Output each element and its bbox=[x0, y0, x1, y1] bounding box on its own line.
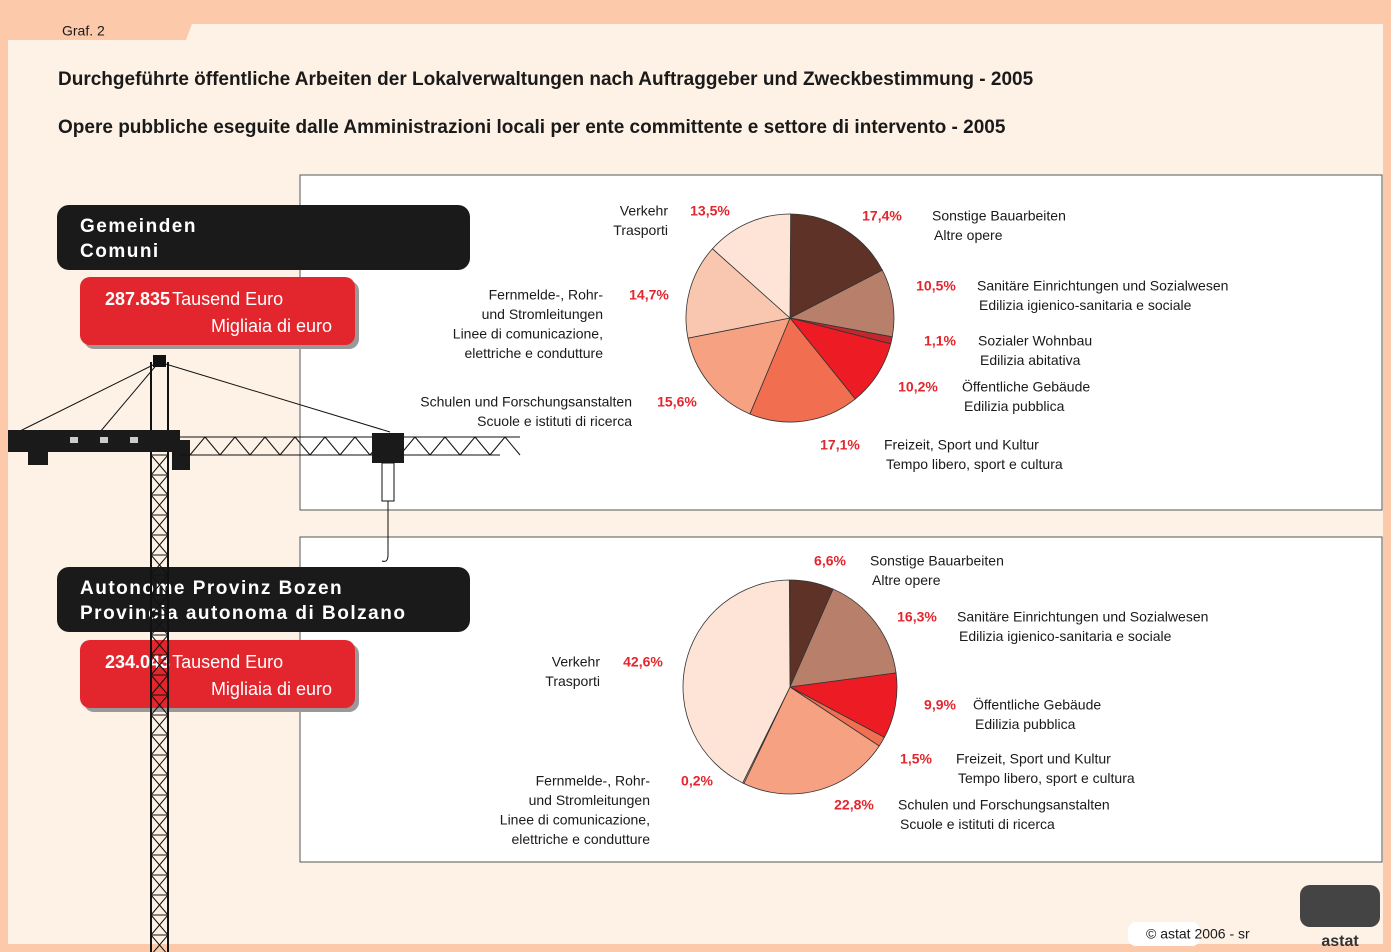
slice-label: Fernmelde-, Rohr- bbox=[536, 773, 651, 789]
slice-label: Altre opere bbox=[934, 227, 1003, 243]
value-label: 1,1% bbox=[924, 333, 956, 349]
crane-part bbox=[382, 463, 394, 501]
value-label: 6,6% bbox=[814, 553, 846, 569]
slice-label: Freizeit, Sport und Kultur bbox=[884, 437, 1039, 453]
group-label: Gemeinden bbox=[80, 216, 197, 237]
value-label: 10,2% bbox=[898, 379, 938, 395]
group-label: Autonome Provinz Bozen bbox=[80, 578, 343, 599]
value-label: 42,6% bbox=[623, 654, 663, 670]
slice-label: und Stromleitungen bbox=[529, 792, 650, 808]
slice-label: elettriche e condutture bbox=[511, 831, 650, 847]
slice-label: Edilizia abitativa bbox=[980, 352, 1081, 368]
value-label: 17,1% bbox=[820, 437, 860, 453]
slice-label: Verkehr bbox=[552, 654, 601, 670]
slice-label: Trasporti bbox=[613, 222, 668, 238]
slice-label: Sanitäre Einrichtungen und Sozialwesen bbox=[957, 609, 1208, 625]
total-unit: Tausend Euro bbox=[172, 652, 283, 672]
total-unit: Tausend Euro bbox=[172, 289, 283, 309]
crane-part bbox=[153, 355, 166, 367]
slice-label: Edilizia pubblica bbox=[975, 716, 1076, 732]
slice-label: Scuole e istituti di ricerca bbox=[477, 413, 632, 429]
slice-label: Edilizia pubblica bbox=[964, 398, 1065, 414]
slice-label: Trasporti bbox=[545, 673, 600, 689]
slice-label: Sonstige Bauarbeiten bbox=[870, 553, 1004, 569]
group-label: Provincia autonoma di Bolzano bbox=[80, 603, 406, 624]
crane-part bbox=[130, 437, 138, 443]
slice-label: Schulen und Forschungsanstalten bbox=[420, 394, 632, 410]
crane-part bbox=[100, 437, 108, 443]
slice-label: Tempo libero, sport e cultura bbox=[886, 456, 1063, 472]
value-label: 14,7% bbox=[629, 287, 669, 303]
slice-label: Öffentliche Gebäude bbox=[973, 696, 1101, 713]
slice-label: Linee di comunicazione, bbox=[453, 326, 603, 342]
slice-label: und Stromleitungen bbox=[482, 306, 603, 322]
slice-label: Sanitäre Einrichtungen und Sozialwesen bbox=[977, 278, 1228, 294]
slice-label: Fernmelde-, Rohr- bbox=[489, 287, 604, 303]
logo: astat bbox=[1321, 933, 1359, 950]
slice-label: Sonstige Bauarbeiten bbox=[932, 208, 1066, 224]
value-label: 10,5% bbox=[916, 278, 956, 294]
crane-part bbox=[372, 433, 404, 463]
total-unit: Migliaia di euro bbox=[211, 679, 332, 699]
subtitle: Opere pubbliche eseguite dalle Amministr… bbox=[58, 117, 1006, 138]
value-label: 1,5% bbox=[900, 751, 932, 767]
slice-label: Edilizia igienico-sanitaria e sociale bbox=[959, 628, 1172, 644]
footer: © astat 2006 - sr bbox=[1146, 926, 1250, 942]
value-label: 16,3% bbox=[897, 609, 937, 625]
value-label: 0,2% bbox=[681, 773, 713, 789]
slice-label: Scuole e istituti di ricerca bbox=[900, 816, 1055, 832]
value-label: 22,8% bbox=[834, 797, 874, 813]
total-unit: Migliaia di euro bbox=[211, 316, 332, 336]
value-label: 9,9% bbox=[924, 697, 956, 713]
slice-label: elettriche e condutture bbox=[464, 345, 603, 361]
slice-label: Verkehr bbox=[620, 203, 669, 219]
chart-page: Graf. 2 Durchgeführte öffentliche Arbeit… bbox=[0, 0, 1391, 952]
group-label: Comuni bbox=[80, 241, 160, 262]
slice-label: Schulen und Forschungsanstalten bbox=[898, 797, 1110, 813]
slice-label: Öffentliche Gebäude bbox=[962, 378, 1090, 395]
slice-label: Tempo libero, sport e cultura bbox=[958, 770, 1135, 786]
slice-label: Sozialer Wohnbau bbox=[978, 333, 1092, 349]
value-label: 13,5% bbox=[690, 203, 730, 219]
total-value: 287.835 bbox=[105, 289, 170, 309]
title: Durchgeführte öffentliche Arbeiten der L… bbox=[58, 69, 1034, 90]
logo-mark bbox=[1300, 885, 1380, 927]
crane-part bbox=[28, 445, 48, 465]
value-label: 15,6% bbox=[657, 394, 697, 410]
slice-label: Linee di comunicazione, bbox=[500, 812, 650, 828]
tab-label: Graf. 2 bbox=[62, 23, 105, 39]
slice-label: Edilizia igienico-sanitaria e sociale bbox=[979, 297, 1192, 313]
crane-part bbox=[70, 437, 78, 443]
value-label: 17,4% bbox=[862, 208, 902, 224]
slice-label: Altre opere bbox=[872, 572, 941, 588]
slice-label: Freizeit, Sport und Kultur bbox=[956, 751, 1111, 767]
